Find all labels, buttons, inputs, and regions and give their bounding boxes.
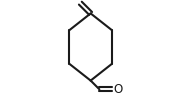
- Text: O: O: [113, 83, 123, 94]
- Text: O: O: [69, 0, 79, 2]
